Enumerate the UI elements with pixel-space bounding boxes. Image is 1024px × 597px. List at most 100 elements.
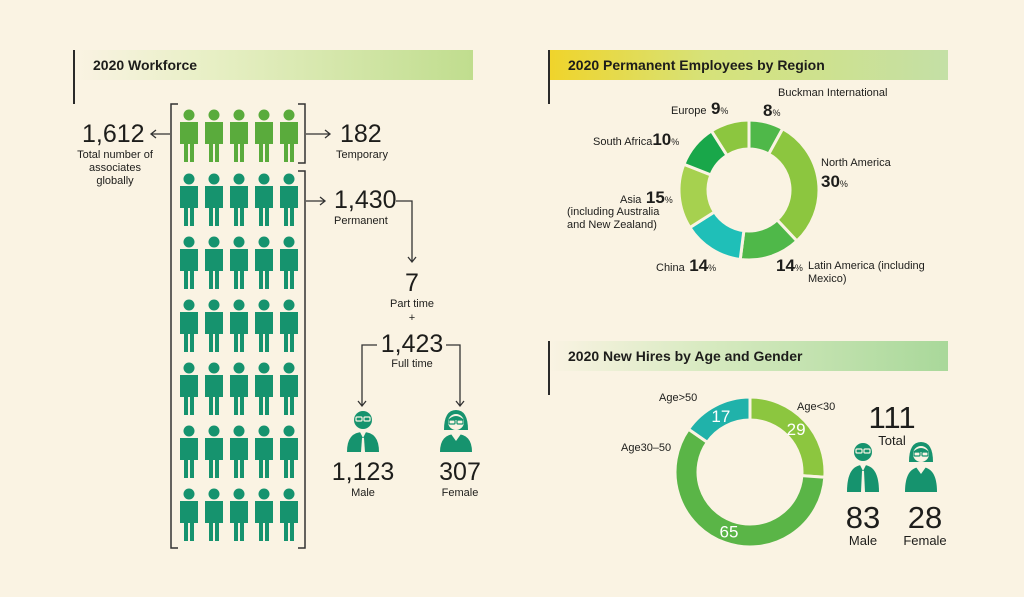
permanent-bracket bbox=[298, 170, 306, 549]
latin-pct-wrap: 14% bbox=[776, 256, 803, 276]
hires-header: 2020 New Hires by Age and Gender bbox=[548, 341, 948, 395]
temporary-person-icon bbox=[255, 109, 273, 162]
temporary-label: Temporary bbox=[336, 149, 388, 161]
south-africa-pct-sign: % bbox=[671, 137, 680, 147]
latin-name: Latin America (including Mexico) bbox=[808, 260, 925, 285]
permanent-person-icon bbox=[205, 236, 223, 289]
temporary-person-icon bbox=[180, 109, 198, 162]
permanent-person-icon bbox=[180, 236, 198, 289]
permanent-person-icon bbox=[280, 173, 298, 226]
temporary-person-icon bbox=[280, 109, 298, 162]
total-value: 1,612 bbox=[82, 120, 145, 148]
parttime-value: 7 bbox=[405, 269, 419, 297]
total-label: Total number of associates globally bbox=[77, 149, 153, 187]
south-africa-pct: 10 bbox=[652, 130, 672, 149]
fulltime-value: 1,423 bbox=[380, 330, 444, 358]
permanent-person-icon bbox=[255, 236, 273, 289]
permanent-person-icon bbox=[230, 173, 248, 226]
asia-name: Asia bbox=[620, 194, 642, 206]
female-icon bbox=[440, 410, 472, 452]
hires-female-value: 28 bbox=[907, 500, 943, 535]
hire-slices: 29 65 17 bbox=[673, 395, 827, 549]
buckman-label: Buckman International bbox=[778, 87, 887, 100]
permanent-person-icon bbox=[230, 362, 248, 415]
male-value: 1,123 bbox=[331, 458, 395, 486]
permanent-person-icon bbox=[255, 425, 273, 478]
permanent-person-icon bbox=[230, 236, 248, 289]
permanent-person-icon bbox=[205, 299, 223, 352]
slice-age-30-50 bbox=[673, 427, 827, 549]
hires-value-label: 65 bbox=[720, 522, 739, 541]
permanent-person-icon bbox=[205, 362, 223, 415]
parttime-label: Part time bbox=[389, 298, 434, 310]
fulltime-label: Full time bbox=[391, 358, 433, 370]
china-label: China 14% bbox=[656, 256, 716, 276]
workforce-header: 2020 Workforce bbox=[73, 50, 473, 104]
hires-value-label: 29 bbox=[787, 420, 806, 439]
hires-male-icon bbox=[847, 443, 879, 492]
permanent-person-icon bbox=[205, 488, 223, 541]
latin-pct-sign: % bbox=[794, 263, 803, 273]
temporary-person-icon bbox=[230, 109, 248, 162]
hires-value-label: 17 bbox=[711, 407, 730, 426]
hires-total-value: 111 bbox=[868, 400, 916, 435]
asia-pct-sign: % bbox=[664, 195, 673, 205]
permanent-label: Permanent bbox=[334, 215, 388, 227]
china-name: China bbox=[656, 262, 685, 274]
permanent-person-icon bbox=[280, 425, 298, 478]
permanent-person-icon bbox=[205, 173, 223, 226]
latin-pct: 14 bbox=[776, 256, 795, 275]
permanent-person-icon bbox=[230, 488, 248, 541]
permanent-person-icon bbox=[180, 362, 198, 415]
people-grid bbox=[180, 109, 298, 541]
permanent-person-icon bbox=[180, 299, 198, 352]
female-value: 307 bbox=[439, 458, 481, 486]
permanent-person-icon bbox=[255, 173, 273, 226]
temporary-person-icon bbox=[205, 109, 223, 162]
north-pct: 30 bbox=[821, 172, 840, 191]
permanent-value: 1,430 bbox=[334, 186, 397, 214]
permanent-person-icon bbox=[255, 488, 273, 541]
permanent-person-icon bbox=[255, 362, 273, 415]
permanent-person-icon bbox=[205, 425, 223, 478]
label-30-50: Age30–50 bbox=[621, 442, 672, 454]
hires-total-label: Total bbox=[878, 433, 906, 448]
permanent-person-icon bbox=[230, 425, 248, 478]
permanent-person-icon bbox=[180, 425, 198, 478]
north-name: North America bbox=[821, 157, 891, 169]
asia-pct: 15 bbox=[645, 188, 665, 207]
europe-label: Europe 9% bbox=[671, 99, 728, 119]
female-label: Female bbox=[441, 487, 479, 499]
europe-pct-sign: % bbox=[720, 106, 729, 116]
hires-male-label: Male bbox=[848, 533, 878, 548]
buckman-name: Buckman International bbox=[778, 87, 888, 99]
permanent-person-icon bbox=[280, 362, 298, 415]
south-africa-label: South Africa10% bbox=[593, 130, 679, 150]
permanent-person-icon bbox=[280, 236, 298, 289]
label-over50: Age>50 bbox=[659, 392, 698, 404]
china-pct-sign: % bbox=[708, 263, 717, 273]
buckman-pct: 8 bbox=[763, 101, 773, 120]
hires-female-label: Female bbox=[903, 533, 947, 548]
permanent-person-icon bbox=[180, 173, 198, 226]
permanent-person-icon bbox=[280, 488, 298, 541]
buckman-pct-sign: % bbox=[772, 108, 781, 118]
slice-europe bbox=[709, 118, 751, 158]
left-bracket bbox=[170, 103, 178, 549]
plus-sign: + bbox=[408, 312, 416, 324]
region-slices bbox=[677, 118, 821, 262]
hires-female-icon bbox=[905, 442, 937, 492]
male-icon bbox=[347, 411, 379, 452]
europe-pct: 9 bbox=[710, 99, 721, 118]
flow-arrows bbox=[149, 129, 465, 408]
temporary-value: 182 bbox=[340, 120, 382, 148]
south-africa-name: South Africa bbox=[593, 136, 653, 148]
temporary-bracket bbox=[298, 103, 306, 164]
permanent-person-icon bbox=[280, 299, 298, 352]
permanent-person-icon bbox=[180, 488, 198, 541]
north-pct-sign: % bbox=[839, 179, 848, 189]
asia-note: (including Australia and New Zealand) bbox=[567, 206, 660, 231]
